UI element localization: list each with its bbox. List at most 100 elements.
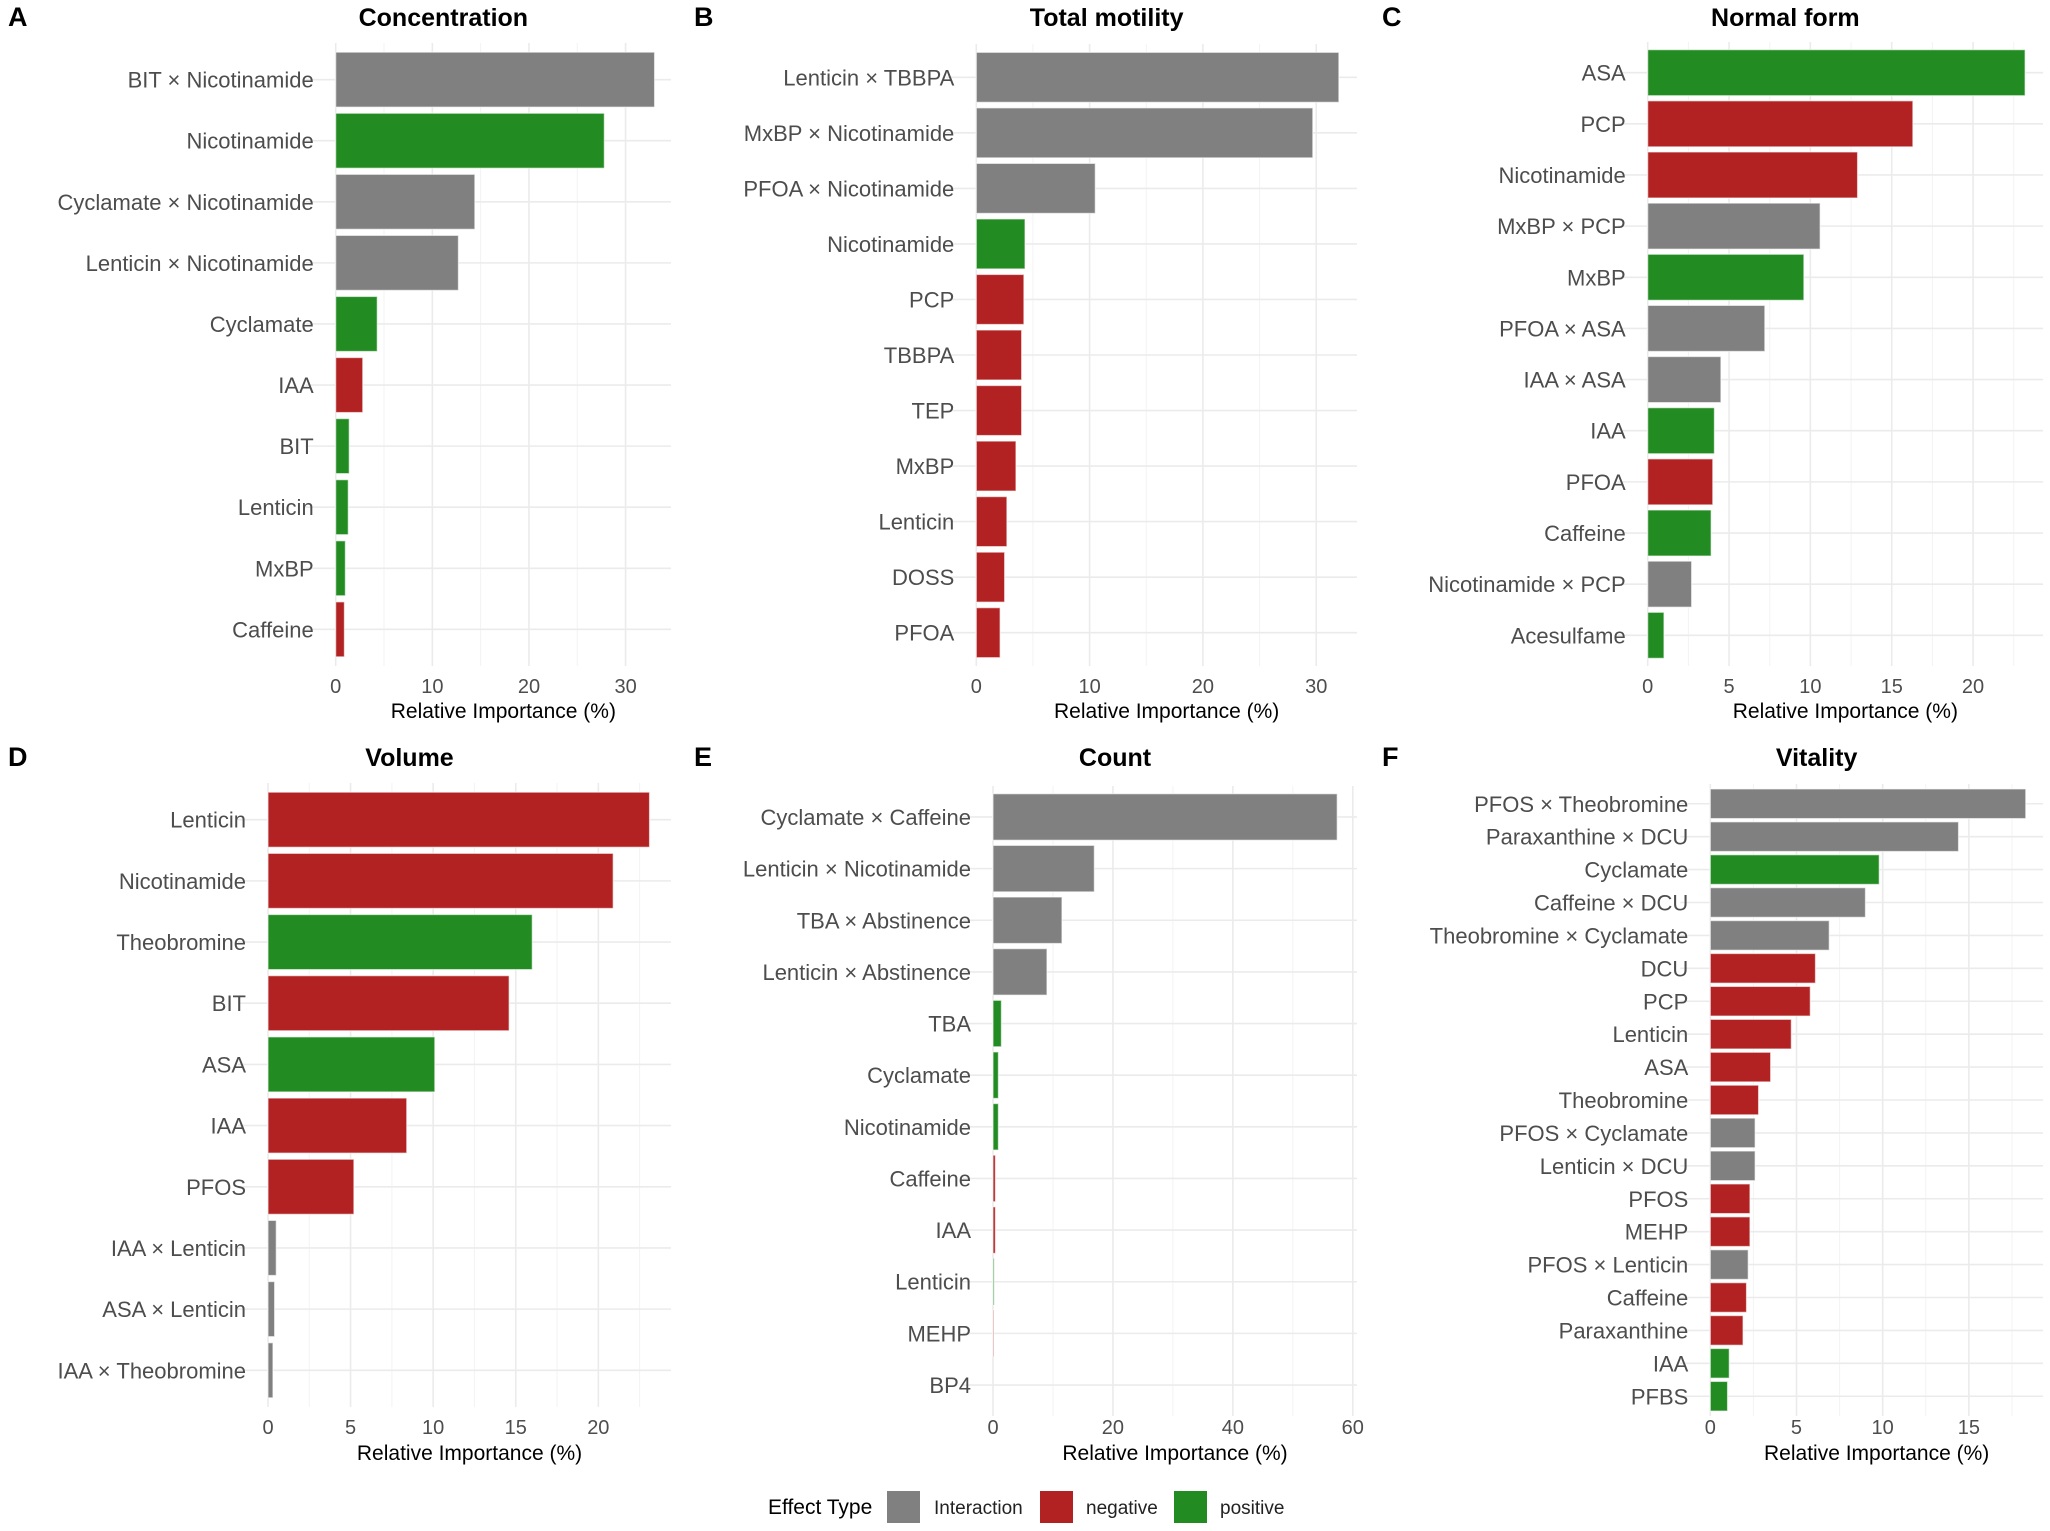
category-label: Nicotinamide (827, 232, 954, 257)
category-label: TBA (928, 1012, 971, 1037)
x-tick-label: 20 (518, 676, 540, 698)
panel-f: PFOS × Theobromine Paraxanthine × DCU Cycl… (1382, 742, 2043, 1465)
category-label: PFOA × ASA (1499, 316, 1626, 341)
bar-caffeine (1647, 509, 1712, 557)
category-label: Cyclamate (867, 1063, 971, 1088)
category-label: MxBP × PCP (1497, 214, 1626, 239)
bar-pfos-x-lenticin (1709, 1249, 1749, 1280)
legend-swatch-negative (1040, 1491, 1073, 1523)
bar-lenticin (267, 791, 651, 848)
bar-asa (1709, 1051, 1772, 1083)
category-label: Caffeine (1607, 1286, 1689, 1311)
bar-theobromine (267, 913, 533, 971)
category-label: IAA (278, 373, 314, 398)
category-label: IAA (1590, 419, 1626, 444)
x-tick-label: 0 (262, 1417, 273, 1439)
bar-nicotinamide (267, 852, 614, 910)
bar-nicotinamide (335, 112, 605, 169)
x-axis-title: Relative Importance (%) (1733, 700, 1958, 723)
bar-asa (1647, 49, 2026, 97)
panel-letter: D (8, 742, 28, 772)
bar-lenticin (975, 496, 1008, 548)
x-tick-label: 10 (1078, 676, 1100, 698)
x-tick-label: 20 (1192, 676, 1214, 698)
category-label: ASA (202, 1052, 246, 1077)
category-label: Caffeine (232, 617, 314, 642)
category-label: IAA (1653, 1351, 1689, 1376)
bar-mxbp-x-pcp (1647, 202, 1821, 250)
x-tick-label: 20 (1962, 676, 1984, 698)
bar-mxbp-x-nicotinamide (975, 107, 1314, 159)
category-label: BIT (279, 434, 313, 459)
category-label: Caffeine × DCU (1534, 891, 1688, 916)
panel-title: Concentration (359, 4, 528, 32)
bar-iaa (267, 1097, 408, 1154)
bar-nicotinamide (975, 218, 1026, 270)
category-label: Lenticin (238, 495, 314, 520)
category-label: ASA (1644, 1055, 1688, 1080)
legend-swatch-positive (1174, 1491, 1207, 1523)
panel-c: ASA PCP Nicotinamide MxBP × PCP MxBP PFOA × A… (1382, 2, 2043, 723)
panel-letter: A (8, 2, 28, 32)
category-label: Lenticin × Abstinence (762, 960, 971, 985)
category-label: IAA × Lenticin (111, 1236, 246, 1261)
bar-pfoa-x-nicotinamide (975, 162, 1096, 214)
legend: Effect Type Interaction negative positiv… (768, 1491, 1284, 1523)
category-label: Theobromine (1559, 1088, 1689, 1113)
bar-pfoa (975, 607, 1001, 659)
bar-pfos-x-cyclamate (1709, 1117, 1756, 1149)
bar-mxbp (975, 440, 1017, 492)
bar-cyclamate (992, 1051, 999, 1100)
x-tick-label: 10 (421, 676, 443, 698)
category-label: PFOS × Theobromine (1474, 792, 1688, 817)
category-label: MxBP (896, 454, 955, 479)
x-tick-label: 10 (422, 1417, 444, 1439)
panel-letter: C (1382, 2, 1402, 32)
bar-iaa-x-asa (1647, 355, 1722, 404)
category-label: MxBP (1567, 265, 1626, 290)
bar-bit-x-nicotinamide (335, 51, 656, 108)
category-label: Nicotinamide (844, 1115, 971, 1140)
bar-bit (335, 418, 350, 475)
bar-caffeine (335, 601, 345, 658)
category-label: Nicotinamide (119, 869, 246, 894)
x-tick-label: 0 (987, 1417, 998, 1439)
x-tick-label: 5 (1723, 676, 1734, 698)
x-axis-title: Relative Importance (%) (1062, 1442, 1287, 1465)
category-label: BIT (212, 991, 246, 1016)
bar-iaa-x-theobromine (267, 1342, 274, 1399)
bar-nicotinamide (992, 1102, 999, 1151)
category-label: MxBP (255, 556, 314, 581)
panel-letter: B (694, 2, 714, 32)
bar-pfos (267, 1158, 355, 1215)
bar-acesulfame (1647, 611, 1665, 659)
x-axis-title: Relative Importance (%) (391, 700, 616, 723)
bar-dcu (1709, 952, 1817, 984)
category-label: MxBP × Nicotinamide (744, 121, 955, 146)
bar-pcp (975, 273, 1025, 326)
category-label: PFOS × Lenticin (1527, 1253, 1688, 1278)
bar-pfos-x-theobromine (1709, 788, 2027, 820)
bar-mxbp (335, 540, 346, 597)
panel-title: Total motility (1030, 4, 1184, 32)
category-label: Caffeine (1544, 521, 1626, 546)
x-tick-label: 5 (1791, 1417, 1802, 1439)
bar-pfoa (1647, 458, 1714, 506)
panel-letter: E (694, 742, 712, 772)
bar-caffeine (1709, 1282, 1748, 1313)
category-label: Theobromine (116, 930, 246, 955)
category-label: TEP (912, 399, 955, 424)
x-tick-label: 20 (1102, 1417, 1124, 1439)
legend-title: Effect Type (768, 1496, 872, 1519)
bar-theobromine (1709, 1084, 1760, 1116)
bar-iaa-x-lenticin (267, 1219, 277, 1277)
bar-paraxanthine (1709, 1315, 1744, 1346)
category-label: ASA × Lenticin (102, 1297, 246, 1322)
bar-asa (267, 1036, 436, 1093)
category-label: MEHP (1625, 1220, 1689, 1245)
x-axis-title: Relative Importance (%) (1764, 1442, 1989, 1465)
bar-pfoa-x-asa (1647, 304, 1766, 353)
bar-mxbp (1647, 253, 1805, 301)
category-label: BP4 (929, 1373, 971, 1398)
